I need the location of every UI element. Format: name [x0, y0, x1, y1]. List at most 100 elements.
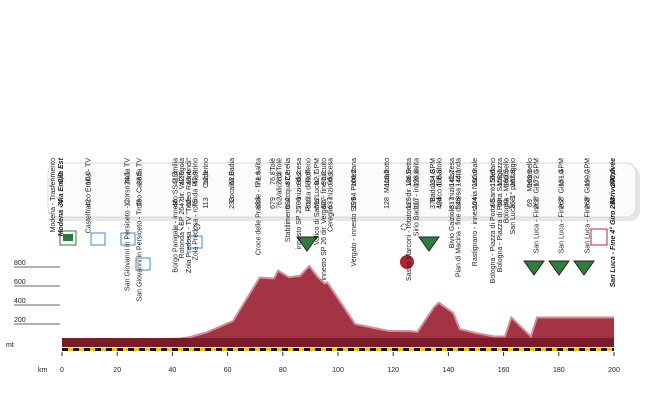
altitude-label: 42 — [86, 199, 93, 207]
altitude-label: 268 — [610, 197, 617, 210]
x-tick-label: 20 — [113, 367, 121, 374]
km-label: 150,0 — [472, 169, 479, 187]
km-label: 118,2 — [384, 169, 391, 186]
y-axis-label: mt — [6, 342, 14, 349]
km-label: 78,3 — [276, 171, 283, 185]
place-name: Vergato - innesto SS 64 Porrettana — [351, 158, 358, 267]
place-name: innesto SP 25 - inizio discesa — [296, 158, 303, 249]
km-label: 156,6 — [490, 169, 497, 187]
altitude-label: 762 — [276, 197, 283, 209]
roundabout-icon — [193, 223, 201, 231]
gpm-icon — [548, 260, 570, 276]
x-tick-label: 200 — [608, 367, 620, 374]
altitude-label: 692 — [314, 197, 321, 209]
km-label: 86,2 — [296, 171, 303, 185]
altitude-label: 268 — [533, 197, 540, 209]
place-name: Valico di Tolè — [276, 158, 283, 199]
place-name: Tolè — [270, 158, 277, 171]
tv-icon — [135, 257, 151, 271]
place-name: Località Badia — [229, 158, 236, 202]
place-name: Meloncello — [527, 158, 534, 192]
place-name: Croce delle Pradole - fine salita — [256, 158, 263, 255]
altitude-label: 128 — [384, 197, 391, 209]
x-tick-label: 140 — [443, 367, 455, 374]
place-name: San Luca - Fine 3° Giro - GPM — [583, 158, 591, 254]
km-label: 181,4 — [559, 169, 566, 187]
roundabout-icon — [400, 223, 408, 231]
place-name: Castelfranco Emilia - TV — [86, 158, 93, 234]
altitude-label: 34 — [58, 199, 65, 207]
place-name: Sasso Marconi - rotatoria - dir. via Set… — [406, 158, 413, 281]
place-name: Rotonda - SP 26 - dir. Val Rigola — [179, 158, 186, 259]
altitude-label: 637 — [327, 197, 334, 209]
place-name: Borgo Panigale - innesto SS 9 Emilia — [172, 158, 179, 273]
gpm-icon — [523, 260, 545, 276]
place-name: Stabilimento Acqua Cerelia — [285, 158, 292, 242]
place-name: San Luca - 1° passaggio — [509, 158, 517, 234]
place-name: Valico di Santa Lucia - GPM — [314, 158, 321, 245]
altitude-label: 627 — [321, 197, 328, 209]
altitude-label: 424 — [437, 197, 444, 209]
km-label: 41,4 — [172, 171, 179, 185]
tv-icon — [120, 232, 136, 246]
info-panel — [47, 162, 637, 218]
km-label: 190,7 — [584, 169, 591, 187]
km-label: 159,1 — [497, 169, 504, 187]
start-flag — [63, 234, 73, 241]
altitude-label: 69 — [527, 199, 534, 207]
place-name: innesto SP 26 dir. Vergato - fine circui… — [321, 158, 328, 281]
km-label: 0,0 — [58, 173, 65, 183]
icons — [59, 223, 608, 276]
km-label: 95,2 — [321, 171, 328, 185]
altitude-label: 125 — [406, 197, 413, 209]
km-label: 42,9 — [179, 171, 186, 185]
km-label: 126,0 — [406, 169, 413, 187]
altitude-label: 69 — [497, 199, 504, 207]
place-name: San Luca - Fine 4° Giro - Arrivo/Arrivée — [609, 158, 617, 287]
altitude-label: 104 — [472, 197, 479, 209]
km-label: 62,0 — [229, 171, 236, 185]
altitude-label: 47 — [179, 199, 186, 207]
finish-icon — [590, 228, 608, 246]
tv-icon — [90, 232, 106, 246]
altitude-label: 268 — [559, 197, 566, 209]
place-name: Bivio Gaiziole - inizio discesa — [449, 158, 456, 248]
altitude-label: 75 — [193, 199, 200, 207]
place-name: Sirio Badolo - inizio salita — [413, 158, 420, 236]
profile-base — [62, 338, 614, 347]
altitude-label: 706 — [296, 197, 303, 209]
place-name: Zola Predosa - TV "Trofeo Raimondi" — [186, 157, 193, 273]
km-label: 82,2 — [285, 171, 292, 185]
roundabout-icon — [176, 223, 184, 231]
x-tick-label: 0 — [60, 367, 64, 374]
place-name: Zola Predosa - rotonda Pilastrino — [193, 158, 200, 260]
altitude-label: 233 — [229, 197, 236, 209]
place-name: Calderino — [203, 158, 210, 188]
place-name: San Giovanni in Persiceto - Corso Italia… — [125, 158, 132, 291]
x-tick-label: 40 — [169, 367, 177, 374]
km-label: 141,7 — [449, 169, 456, 187]
place-name: Cereglio - inizio discesa — [327, 158, 334, 232]
tv-icon — [187, 235, 203, 249]
place-name: Bologna - Meloncello — [504, 158, 511, 223]
km-label: 46,4 — [186, 171, 193, 185]
km-label: 52,5 — [203, 171, 210, 185]
altitude-label: 268 — [584, 197, 591, 209]
altitude-label: 12 — [125, 199, 132, 207]
place-name: Modena - Via Emilia Est — [58, 157, 65, 236]
place-name: Rocca di Roffeno — [305, 158, 312, 212]
x-tick-label: 80 — [279, 367, 287, 374]
y-tick-label: 200 — [14, 317, 26, 324]
place-name: San Luca - Fine 2° Giro - GPM — [558, 158, 566, 254]
altitude-label: 199 — [351, 197, 358, 209]
km-label: 10,0 — [86, 171, 93, 185]
gpm-icon — [418, 236, 440, 252]
y-tick-label: 400 — [14, 298, 26, 305]
place-name: Badolo - GPM — [430, 158, 437, 202]
altitude-label: 46 — [172, 199, 179, 207]
x-tick-label: 180 — [553, 367, 565, 374]
altitude-label: 113 — [203, 197, 210, 208]
km-label: 200,0 — [610, 169, 617, 188]
km-label: 71,6 — [256, 171, 263, 185]
place-name: Valico di Badolo — [437, 158, 444, 208]
